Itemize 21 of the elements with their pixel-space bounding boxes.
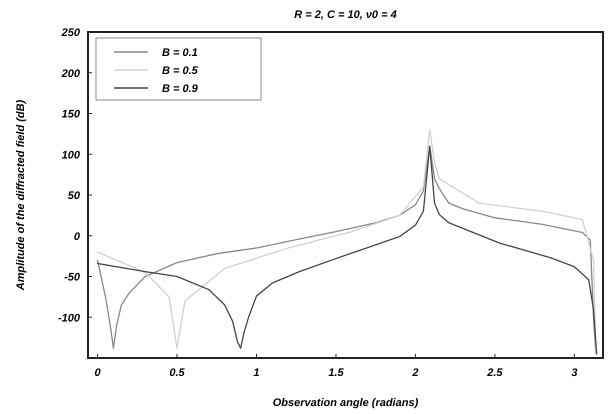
y-axis-title: Amplitude of the diffracted field (dB) bbox=[15, 99, 27, 292]
legend-label: B = 0.1 bbox=[162, 47, 198, 59]
x-tick-label: 1.5 bbox=[328, 367, 344, 379]
legend-label: B = 0.9 bbox=[162, 83, 199, 95]
y-tick-label: 50 bbox=[68, 190, 81, 202]
y-tick-label: 100 bbox=[62, 149, 81, 162]
x-tick-label: 2.5 bbox=[486, 367, 504, 379]
y-tick-label: -100 bbox=[58, 312, 81, 324]
chart-title: R = 2, C = 10, ν0 = 4 bbox=[294, 9, 397, 21]
x-tick-label: 3 bbox=[571, 367, 578, 379]
y-tick-label: -50 bbox=[64, 272, 81, 284]
x-tick-label: 0.5 bbox=[169, 367, 186, 379]
y-tick-label: 200 bbox=[60, 68, 81, 80]
y-tick-label: 150 bbox=[62, 108, 81, 120]
y-tick-label: 250 bbox=[60, 27, 81, 39]
x-tick-label: 1 bbox=[253, 367, 260, 379]
x-tick-label: 2 bbox=[411, 367, 418, 379]
x-axis-title: Observation angle (radians) bbox=[272, 397, 419, 409]
x-tick-label: 0 bbox=[94, 367, 102, 379]
y-tick-label: 0 bbox=[74, 230, 81, 243]
legend-label: B = 0.5 bbox=[162, 65, 199, 77]
